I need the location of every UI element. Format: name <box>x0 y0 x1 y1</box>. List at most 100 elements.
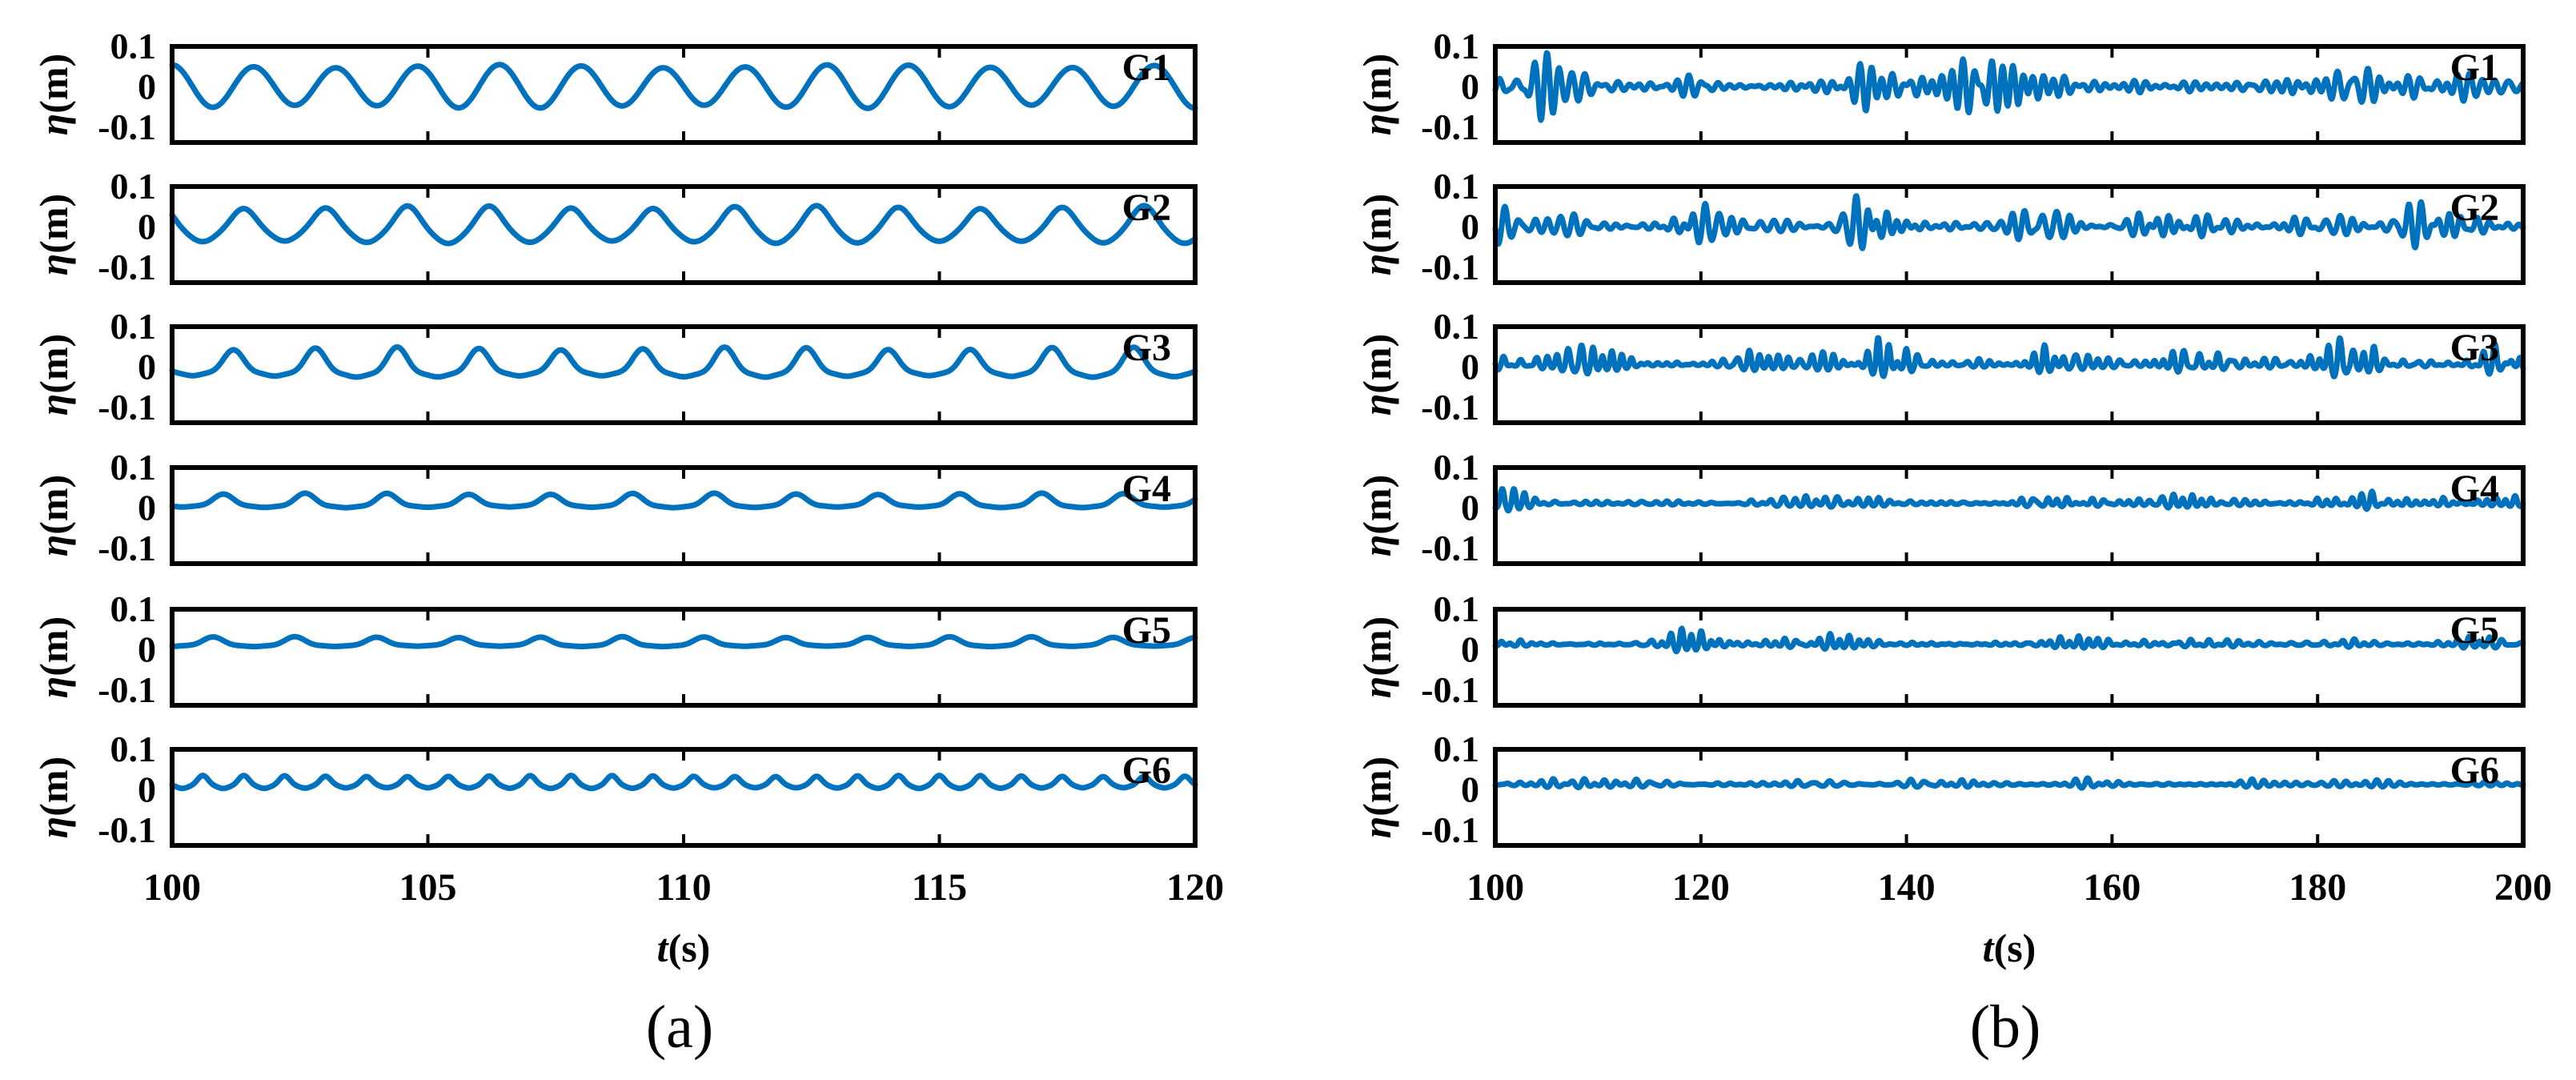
axis-box <box>170 747 1198 848</box>
y-axis-label-unit: (m) <box>1354 616 1399 677</box>
x-axis-label: t(s) <box>657 925 711 970</box>
y-tick-label: 0.1 <box>1434 306 1480 347</box>
y-tick-label: 0.1 <box>110 588 157 629</box>
y-tick-label: 0.1 <box>110 729 157 769</box>
y-tick-label: 0.1 <box>110 447 157 488</box>
y-axis-label: η(m) <box>31 194 76 275</box>
series-line-g3 <box>169 344 1198 380</box>
y-axis-label-unit: (m) <box>31 757 76 817</box>
axis-box <box>1493 44 2526 145</box>
gauge-label-g1: G1 <box>1122 46 1171 89</box>
y-tick-label: 0.1 <box>1434 729 1480 769</box>
y-tick-label: 0 <box>138 629 156 670</box>
series-line-g1 <box>169 62 1198 111</box>
series-line-g5 <box>169 633 1198 650</box>
x-tick-label: 110 <box>656 866 711 909</box>
y-tick-label: -0.1 <box>1421 247 1479 287</box>
y-axis-label-symbol: η <box>1354 254 1399 275</box>
y-axis-label-symbol: η <box>31 677 76 698</box>
y-axis-label-symbol: η <box>1354 677 1399 698</box>
y-tick-label: 0 <box>138 347 156 387</box>
y-tick-label: 0 <box>138 488 156 528</box>
chart-panel-a: η(m)0.10-0.1G1η(m)0.10-0.1G2η(m)0.10-0.1… <box>31 26 1224 1061</box>
series-line-g2 <box>169 203 1198 247</box>
y-tick-label: 0.1 <box>1434 447 1480 488</box>
y-axis-label: η(m) <box>31 616 76 698</box>
y-tick-label: 0 <box>138 769 156 810</box>
y-axis-label: η(m) <box>1354 616 1399 698</box>
y-tick-label: 0.1 <box>110 166 157 207</box>
x-tick-label: 200 <box>2494 866 2552 909</box>
y-tick-label: -0.1 <box>98 106 156 147</box>
y-axis-label-symbol: η <box>31 114 76 135</box>
y-tick-label: -0.1 <box>98 387 156 428</box>
y-tick-label: -0.1 <box>98 247 156 287</box>
y-axis-label-unit: (m) <box>31 54 76 114</box>
subplot-g2: η(m) 0.10-0.1 G2 <box>1354 166 2526 287</box>
y-axis-label-unit: (m) <box>1354 194 1399 254</box>
y-axis-label: η(m) <box>31 54 76 135</box>
y-axis-label: η(m) <box>31 334 76 416</box>
y-tick-label: 0 <box>1461 629 1479 670</box>
subplot-g5: η(m) 0.10-0.1 G5 <box>31 588 1198 710</box>
y-axis-label-symbol: η <box>1354 394 1399 416</box>
axis-box <box>1493 747 2526 848</box>
y-axis-label-symbol: η <box>1354 114 1399 135</box>
x-tick-label: 160 <box>2083 866 2141 909</box>
y-tick-label: -0.1 <box>98 528 156 568</box>
y-axis-label-unit: (m) <box>1354 475 1399 535</box>
gauge-label-g4: G4 <box>1122 468 1171 510</box>
y-tick-label: 0 <box>1461 769 1479 810</box>
y-tick-label: -0.1 <box>1421 528 1479 568</box>
series-line-g4 <box>169 490 1198 511</box>
panel-label-b: (b) <box>1970 994 2041 1061</box>
series-line-g1 <box>1492 50 2526 123</box>
axis-box <box>1493 607 2526 708</box>
y-tick-label: 0 <box>138 207 156 247</box>
x-tick-label: 115 <box>912 866 967 909</box>
x-axis-label-symbol: t <box>657 925 670 970</box>
y-axis-label-unit: (m) <box>31 616 76 677</box>
subplot-g1: η(m) 0.10-0.1 G1 <box>31 26 1198 147</box>
y-tick-label: 0.1 <box>1434 26 1480 66</box>
series-line-g5 <box>1492 625 2526 655</box>
gauge-label-g3: G3 <box>2450 327 2499 369</box>
x-axis-label-unit: (s) <box>668 925 711 970</box>
chart-panel-b: η(m)0.10-0.1G1η(m)0.10-0.1G2η(m)0.10-0.1… <box>1354 26 2552 1061</box>
subplot-g3: η(m) 0.10-0.1 G3 <box>31 306 1198 428</box>
y-tick-label: -0.1 <box>1421 387 1479 428</box>
y-axis-label-symbol: η <box>31 254 76 275</box>
gauge-label-g2: G2 <box>2450 187 2499 229</box>
y-axis-label: η(m) <box>1354 334 1399 416</box>
y-axis-label: η(m) <box>1354 194 1399 275</box>
gauge-label-g1: G1 <box>2450 46 2499 89</box>
y-axis-label-symbol: η <box>31 535 76 556</box>
series-line-g6 <box>169 773 1198 792</box>
subplot-g6: η(m) 0.10-0.1 G6 <box>1354 729 2526 850</box>
x-tick-label: 120 <box>1166 866 1224 909</box>
gauge-label-g5: G5 <box>2450 609 2499 652</box>
x-tick-label: 180 <box>2289 866 2346 909</box>
y-tick-label: -0.1 <box>1421 106 1479 147</box>
y-tick-label: 0 <box>1461 488 1479 528</box>
y-tick-label: -0.1 <box>1421 809 1479 850</box>
axis-box <box>1493 465 2526 566</box>
gauge-label-g2: G2 <box>1122 187 1171 229</box>
series-line-g4 <box>1492 486 2526 514</box>
y-axis-label-unit: (m) <box>31 334 76 394</box>
subplot-g6: η(m) 0.10-0.1 G6 <box>31 729 1198 850</box>
x-axis-label-symbol: t <box>1983 925 1996 970</box>
axis-box <box>1493 184 2526 285</box>
y-tick-label: 0 <box>1461 347 1479 387</box>
y-tick-label: -0.1 <box>98 809 156 850</box>
gauge-label-g4: G4 <box>2450 468 2499 510</box>
series-line-g6 <box>1492 775 2526 791</box>
y-tick-label: -0.1 <box>98 669 156 710</box>
y-axis-label-unit: (m) <box>1354 54 1399 114</box>
y-tick-label: 0.1 <box>110 26 157 66</box>
y-axis-label-unit: (m) <box>1354 334 1399 394</box>
subplot-g2: η(m) 0.10-0.1 G2 <box>31 166 1198 287</box>
axis-box <box>170 607 1198 708</box>
y-axis-label: η(m) <box>31 757 76 838</box>
